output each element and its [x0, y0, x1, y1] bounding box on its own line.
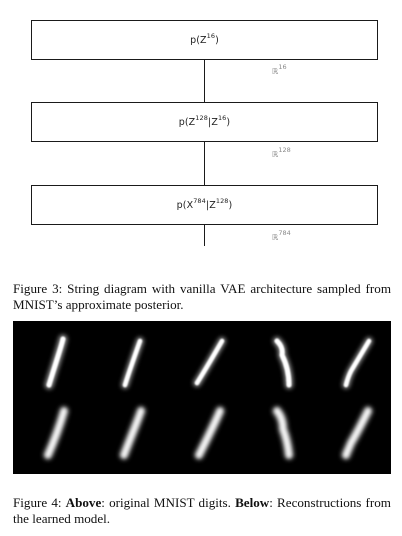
reconstructed-digit-3 [194, 406, 225, 460]
figure3-text: String diagram with vanilla VAE architec… [13, 281, 392, 312]
figure4-above-text: : original MNIST digits. [101, 495, 231, 510]
space-label-r128: ℝ128 [272, 146, 291, 159]
space-label-r16: ℝ16 [272, 63, 287, 76]
string-diagram: p(Z16) ℝ16 p(Z128|Z16) ℝ128 p(X784|Z128)… [0, 0, 402, 250]
reconstructed-digit-2 [119, 406, 146, 460]
original-digit-3 [193, 337, 226, 387]
node-z128-label: p(Z128|Z16) [178, 113, 231, 128]
wire-z16 [204, 60, 205, 102]
node-x784-label: p(X784|Z128) [176, 196, 233, 211]
original-digit-1 [44, 334, 68, 390]
node-prior: p(Z16) [31, 20, 378, 60]
mnist-digits-panel [13, 321, 391, 474]
figure4-below-text: : Reconstructions from the learned model… [13, 495, 391, 526]
node-prior-label: p(Z16) [190, 31, 219, 46]
node-z128-given-z16: p(Z128|Z16) [31, 102, 378, 142]
figure3-label: Figure 3: [13, 281, 63, 296]
node-x784-given-z128: p(X784|Z128) [31, 185, 378, 225]
original-digit-5 [342, 337, 373, 389]
figure3-caption: Figure 3: String diagram with vanilla VA… [13, 281, 391, 313]
figure4-below-label: Below [235, 495, 270, 510]
space-label-r784: ℝ784 [272, 229, 291, 242]
reconstructed-digit-1 [43, 406, 69, 460]
figure4-caption: Figure 4: Above: original MNIST digits. … [13, 495, 391, 527]
figure4-label: Figure 4: [13, 495, 62, 510]
original-digit-4 [272, 336, 294, 390]
wire-z128 [204, 142, 205, 185]
figure4-above-label: Above [65, 495, 102, 510]
original-digit-2 [121, 337, 144, 389]
reconstructed-digit-5 [341, 406, 373, 460]
wire-x784 [204, 225, 205, 246]
reconstructed-digit-4 [272, 406, 294, 460]
